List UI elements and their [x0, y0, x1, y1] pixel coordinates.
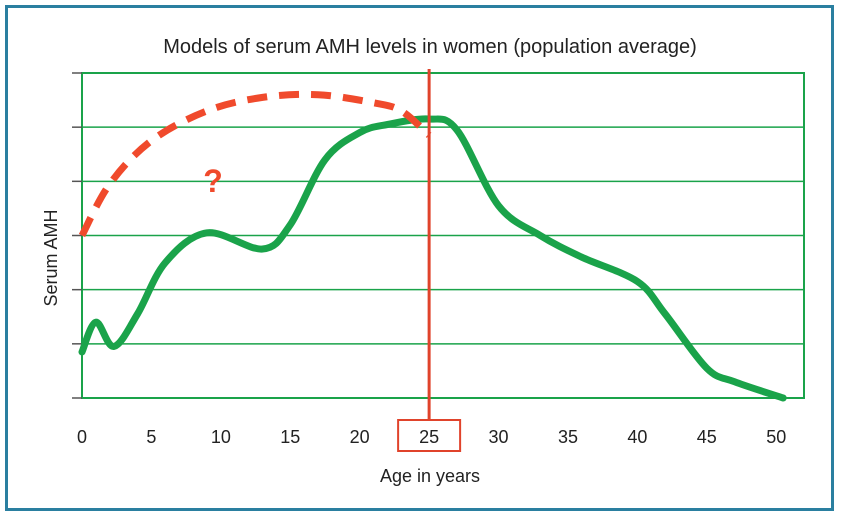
x-tick-label: 40	[627, 427, 647, 447]
x-tick-label: 0	[77, 427, 87, 447]
series-line-dashed	[78, 90, 432, 238]
highlight-tick-box	[397, 419, 462, 452]
series-line-solid	[78, 115, 787, 402]
x-tick-label: 35	[558, 427, 578, 447]
x-tick-label: 5	[146, 427, 156, 447]
x-tick-label: 30	[489, 427, 509, 447]
x-tick-label: 20	[350, 427, 370, 447]
x-tick-label: 15	[280, 427, 300, 447]
highlight-tick-label: 25	[419, 427, 439, 447]
y-axis-label: Serum AMH	[41, 209, 61, 306]
x-tick-label: 45	[697, 427, 717, 447]
y-axis-ticks	[72, 72, 82, 399]
x-tick-label: 50	[766, 427, 786, 447]
x-tick-label: 10	[211, 427, 231, 447]
gridlines	[82, 72, 804, 345]
x-axis-label: Age in years	[380, 466, 480, 486]
question-mark-annotation: ?	[203, 163, 223, 199]
x-axis-tick-labels: 0 5 10 15 20 30 35 40 45 50	[77, 427, 786, 447]
chart-title: Models of serum AMH levels in women (pop…	[163, 36, 697, 58]
